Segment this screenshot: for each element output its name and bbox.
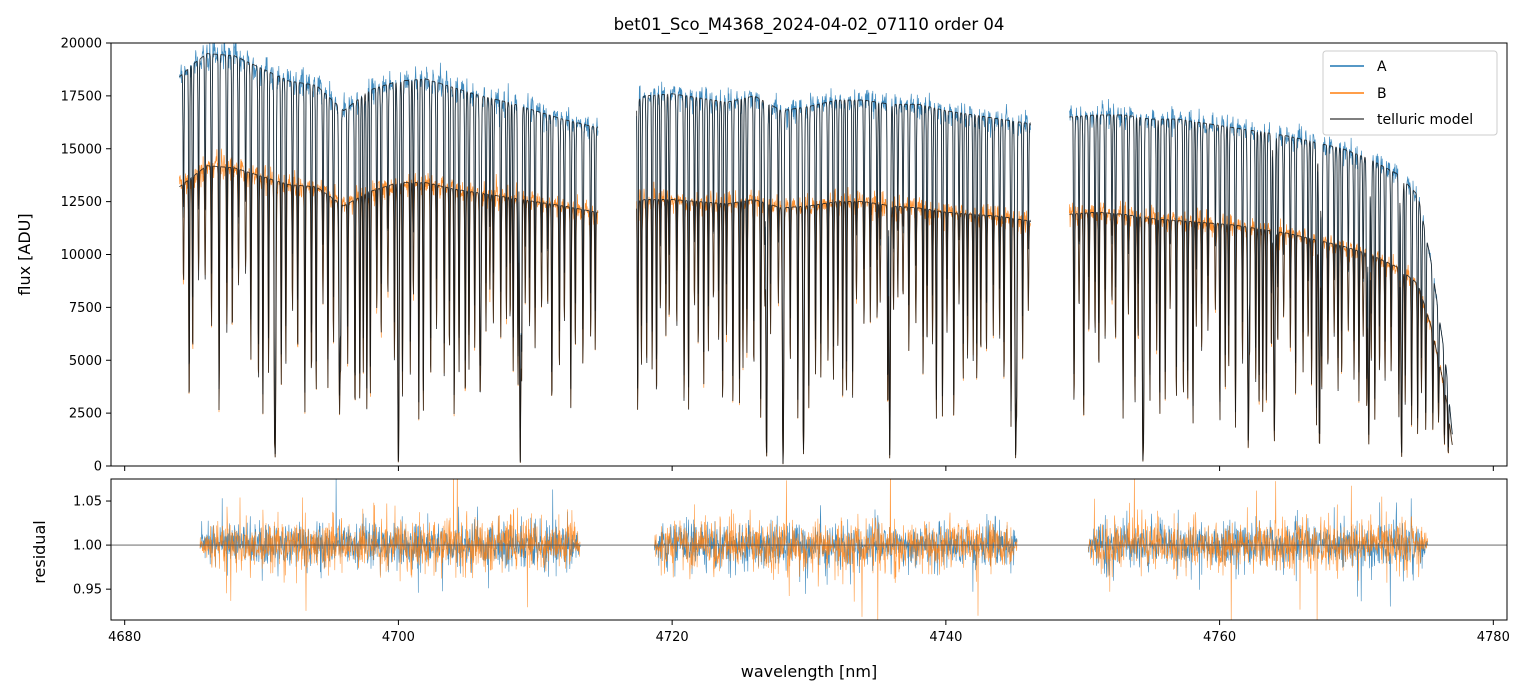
telluric-model-b — [179, 165, 1453, 465]
flux-y-tick-label: 17500 — [61, 89, 102, 104]
residual-panel: 0.95 1.00 1.05 4680 4700 4720 4740 4760 4780 re… — [30, 478, 1510, 681]
x-axis-label: wavelength [nm] — [741, 662, 878, 681]
legend: A B telluric model — [1322, 50, 1498, 136]
residual-x-tick-label: 4700 — [382, 630, 415, 645]
residual-x-tick-label: 4780 — [1477, 630, 1510, 645]
flux-y-axis-label: flux [ADU] — [15, 213, 34, 295]
residual-y-tick-label: 1.00 — [73, 539, 102, 554]
flux-y-ticks: 0 2500 5000 7500 10000 12500 15000 17500 20000 — [61, 37, 111, 475]
residual-axes-frame — [110, 478, 1508, 621]
residual-y-tick-label: 1.05 — [73, 495, 102, 510]
legend-label-b: B — [1377, 86, 1387, 102]
residual-x-tick-label: 4760 — [1203, 630, 1236, 645]
flux-y-tick-label: 7500 — [69, 301, 102, 316]
residual-x-tick-label: 4740 — [929, 630, 962, 645]
residual-y-axis-label: residual — [30, 520, 49, 583]
flux-y-tick-label: 0 — [94, 460, 102, 475]
legend-label-telluric: telluric model — [1377, 112, 1473, 128]
residual-x-tick-label: 4720 — [656, 630, 689, 645]
flux-y-tick-label: 20000 — [61, 37, 102, 52]
flux-panel: 0 2500 5000 7500 10000 12500 15000 17500 20000 f… — [15, 37, 1508, 475]
flux-x-ticks — [124, 466, 1494, 471]
residual-y-tick-label: 0.95 — [73, 583, 102, 598]
residual-series-group — [199, 479, 1428, 620]
residual-x-tick-label: 4680 — [108, 630, 141, 645]
flux-y-tick-label: 10000 — [61, 248, 102, 263]
flux-y-tick-label: 2500 — [69, 407, 102, 422]
chart-title: bet01_Sco_M4368_2024-04-02_07110 order 0… — [614, 15, 1005, 35]
legend-label-a: A — [1377, 59, 1387, 75]
residual-y-ticks: 0.95 1.00 1.05 — [73, 495, 111, 598]
flux-series-group — [179, 43, 1453, 465]
residual-x-ticks: 4680 4700 4720 4740 4760 4780 — [108, 620, 1510, 645]
flux-y-tick-label: 15000 — [61, 142, 102, 157]
legend-box — [1322, 50, 1498, 136]
flux-y-tick-label: 12500 — [61, 195, 102, 210]
flux-y-tick-label: 5000 — [69, 354, 102, 369]
residual-series-b — [199, 479, 1428, 620]
